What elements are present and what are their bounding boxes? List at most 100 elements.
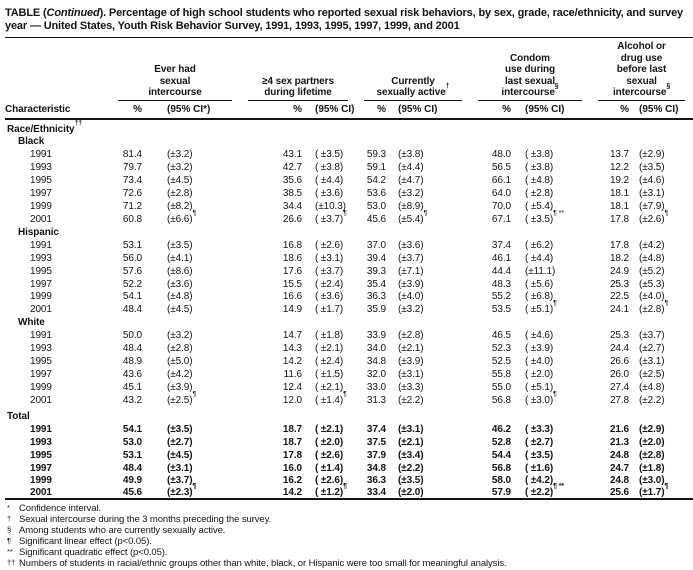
ci-value: (±5.2) (639, 265, 665, 277)
ci-value: ( ±2.1) (315, 381, 344, 393)
section-label-text: Black (18, 136, 45, 148)
data-row: 2001 45.6 (±2.3)¶ 14.2 ( ±1.2)¶ 33.4 (±2.0) 57.… (5, 483, 693, 499)
pct-value: 43.1 (282, 149, 302, 161)
pct-value: 36.3 (366, 475, 386, 487)
footnote-marker: * (7, 503, 10, 513)
data-row: 1997 72.6 (±2.8) 38.5 ( ±3.6) 53.6 (±3.2) 64.0 (… (5, 186, 693, 199)
section-label-text: Race/Ethnicity (7, 123, 75, 135)
ci-value: (±3.1) (639, 188, 665, 200)
ci-value: (±3.1) (639, 356, 665, 368)
ci-column-header: (95% CI) (398, 103, 438, 115)
column-group-label-line: sexually active† (376, 83, 450, 98)
pct-value: 17.8 (609, 213, 630, 225)
pct-value: 48.4 (122, 304, 142, 316)
pct-value: 24.4 (609, 343, 630, 355)
ci-value: ( ±3.9) (525, 343, 554, 355)
data-row: 2001 48.4 (±4.5) 14.9 ( ±1.7) 35.9 (±3.2) 53.5 (… (5, 300, 693, 316)
pct-value: 34.0 (366, 343, 386, 355)
ci-value: (±4.8) (167, 291, 193, 303)
ci-value: (±1.8) (639, 462, 665, 474)
pct-value: 37.0 (366, 239, 386, 251)
pct-value: 11.6 (283, 369, 302, 381)
pct-value: 53.0 (122, 436, 142, 448)
footnote-marker: ** (7, 547, 13, 557)
section-label: Total (5, 406, 693, 422)
ci-value: (±3.2) (167, 330, 193, 342)
data-row: 1991 81.4 (±3.2) 43.1 ( ±3.5) 59.3 (±3.8) 48.0 (… (5, 147, 693, 160)
section-label-text: White (18, 317, 45, 329)
year-label: 1993 (30, 252, 52, 264)
column-group-header: ≥4 sex partners during lifetime (240, 38, 356, 101)
ci-value: (±2.6)¶ (639, 209, 669, 225)
pct-value: 46.2 (491, 423, 511, 435)
pct-value: 18.6 (282, 252, 302, 264)
footnote-text: Sexual intercourse during the 3 months p… (19, 514, 272, 526)
year-label: 1991 (30, 239, 52, 251)
ci-value: ( ±1.6) (525, 462, 554, 474)
pct-value: 39.4 (366, 252, 386, 264)
pct-value: 72.6 (122, 188, 142, 200)
footnote-text: Among students who are currently sexuall… (19, 525, 226, 537)
ci-value: (±7.9) (639, 201, 665, 213)
ci-value: (±2.2) (639, 394, 665, 406)
ci-value: ( ±3.1) (315, 252, 344, 264)
ci-value: ( ±2.2)¶ ** (525, 483, 565, 499)
ci-value: ( ±3.7) (315, 265, 344, 277)
significance-marker: ¶ ** (553, 209, 564, 217)
year-label: 1999 (30, 201, 52, 213)
year-label: 1993 (30, 162, 52, 174)
pct-value: 26.6 (609, 356, 630, 368)
footnote: ** Significant quadratic effect (p<0.05). (6, 547, 689, 559)
pct-value: 39.3 (366, 265, 386, 277)
pct-value: 43.2 (122, 394, 142, 406)
pct-value: 27.4 (609, 381, 630, 393)
ci-value: (±3.8) (398, 149, 424, 161)
data-row: 1995 53.1 (±4.5) 17.8 ( ±2.6) 37.9 (±3.4) 54.4 (… (5, 448, 693, 461)
ci-value: (±2.0) (398, 487, 424, 499)
pct-value: 60.8 (122, 213, 142, 225)
section-label: Race/Ethnicity†† (5, 119, 693, 135)
ci-value: (±5.3) (639, 278, 665, 290)
ci-value: (±3.4) (398, 449, 424, 461)
ci-value: ( ±3.7)¶ (315, 209, 347, 225)
section-label: White (5, 315, 693, 328)
pct-value: 21.6 (609, 423, 630, 435)
pct-value: 16.8 (282, 239, 302, 251)
footnote-marker: † (445, 83, 450, 90)
ci-column-header: (95% CI*) (167, 103, 211, 115)
ci-value: (±2.0) (639, 436, 665, 448)
ci-value: (±3.1) (398, 369, 424, 381)
year-label: 1997 (30, 369, 52, 381)
pct-value: 48.4 (122, 343, 142, 355)
ci-value: ( ±1.5) (315, 369, 344, 381)
pct-value: 16.2 (282, 475, 302, 487)
ci-value: (±3.1) (398, 423, 424, 435)
column-group-label-line: Alcohol or (617, 41, 666, 52)
ci-value: (±5.4)¶ (398, 209, 428, 225)
data-row: 1999 54.1 (±4.8) 16.6 ( ±3.6) 36.3 (±4.0) 55.2 (… (5, 290, 693, 303)
ci-value: ( ±2.7) (525, 436, 554, 448)
ci-value: ( ±6.2) (525, 239, 554, 251)
column-group-label: Condom use during last sexual intercourse§ (478, 53, 583, 101)
ci-value: (±4.2) (167, 369, 193, 381)
section-label: Hispanic (5, 225, 693, 238)
pct-value: 33.0 (366, 381, 386, 393)
significance-marker: ¶ (343, 483, 347, 491)
footnote-text: Numbers of students in racial/ethnic gro… (19, 557, 507, 569)
footnote-marker: § (666, 83, 671, 90)
data-row: 1999 49.9 (±3.7) 16.2 ( ±2.6) 36.3 (±3.5) 58.0 (… (5, 474, 693, 487)
pct-value: 71.2 (122, 201, 142, 213)
table-title: TABLE (Continued). Percentage of high sc… (5, 7, 691, 33)
year-label: 1991 (30, 330, 52, 342)
ci-value: ( ±3.3) (525, 423, 554, 435)
pct-value: 19.2 (609, 175, 630, 187)
pct-value: 46.1 (491, 252, 511, 264)
significance-marker: ¶ (192, 483, 197, 491)
year-label: 2001 (30, 487, 52, 499)
year-label: 1995 (30, 175, 52, 187)
pct-value: 52.8 (491, 436, 511, 448)
pct-value: 14.7 (282, 330, 302, 342)
risk-behavior-table: Characteristic Ever had sexual intercourse… (5, 37, 693, 501)
column-group-header: Currently sexually active† (356, 38, 470, 101)
ci-value: ( ±2.1) (315, 343, 344, 355)
